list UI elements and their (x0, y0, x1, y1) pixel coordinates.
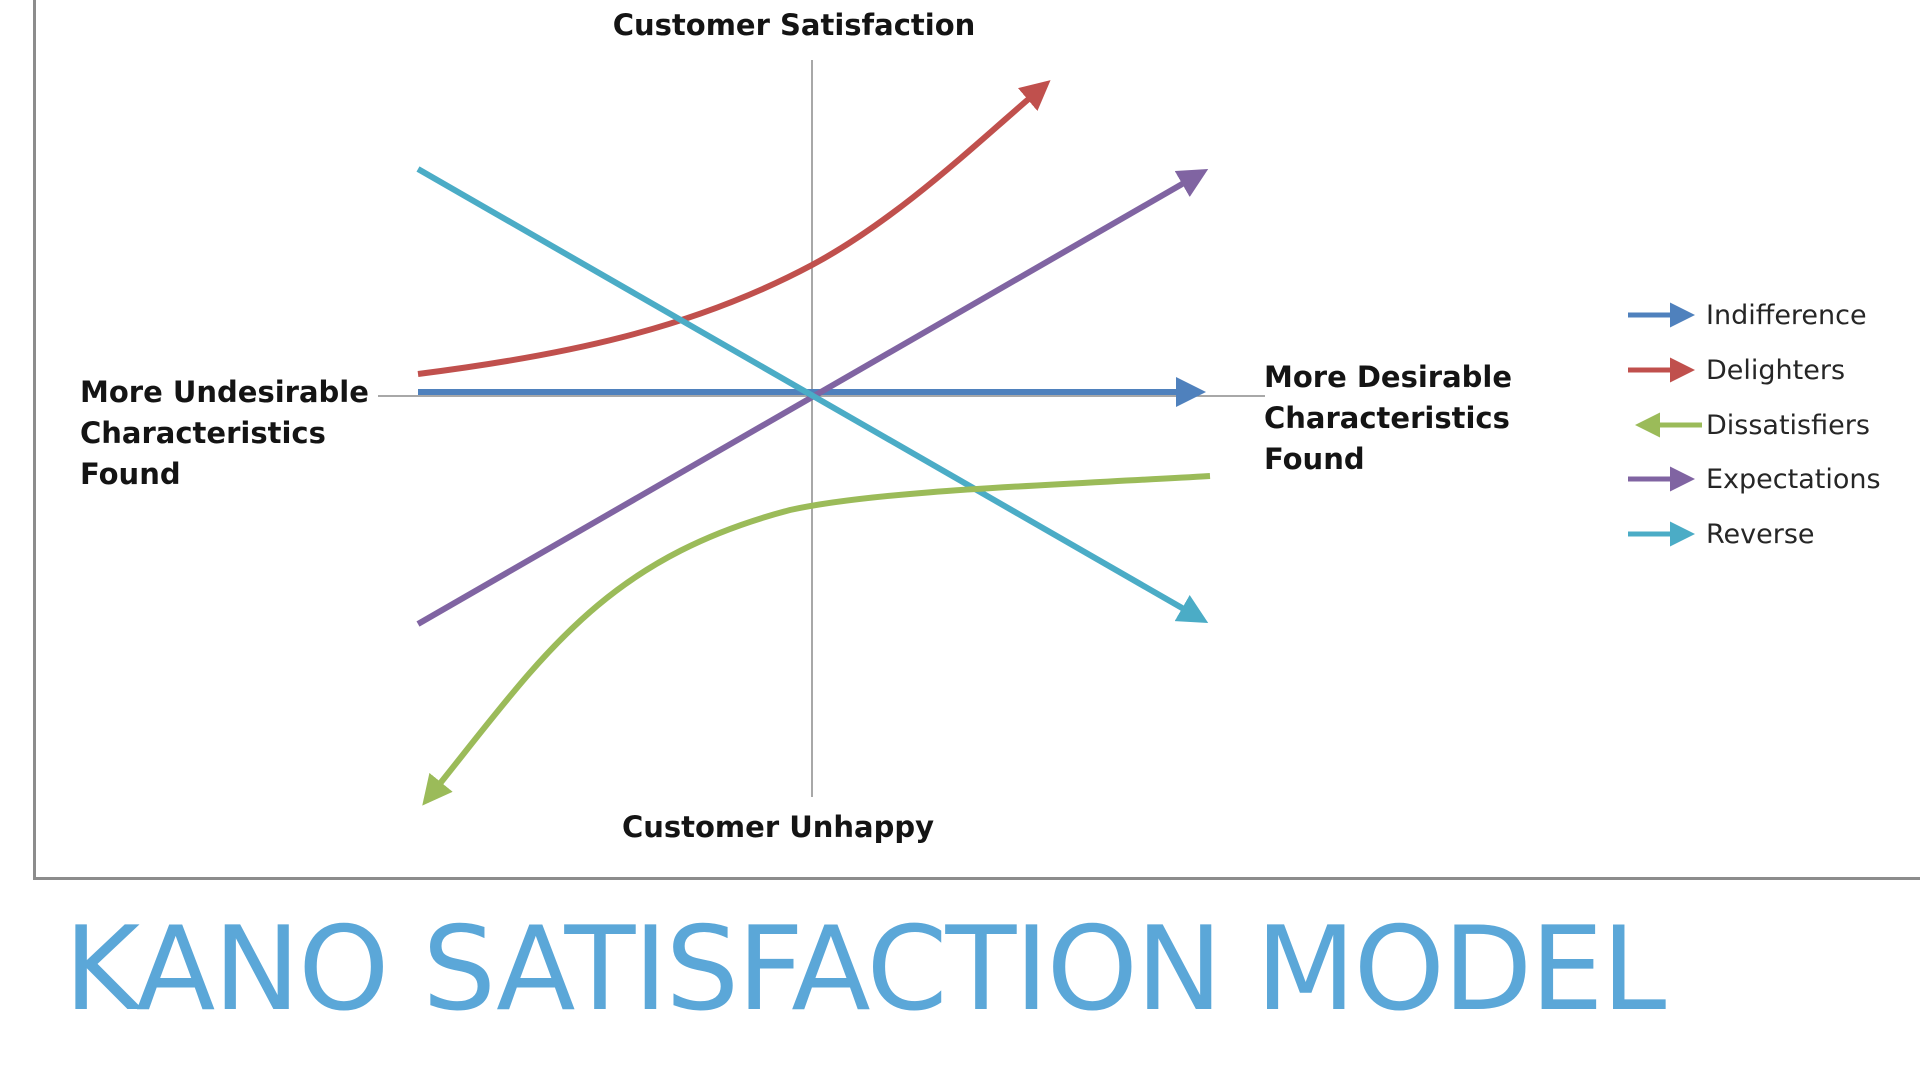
legend-item-dissatisfiers: Dissatisfiers (1635, 410, 1870, 441)
slide-title: KANO SATISFACTION MODEL (64, 902, 1666, 1037)
axis-label-left-line3: Found (80, 457, 181, 491)
axis-label-right-line2: Characteristics (1264, 401, 1510, 435)
legend-item-indifference: Indifference (1628, 300, 1867, 331)
axis-label-right-line1: More Desirable (1264, 360, 1512, 394)
axis-label-right-line3: Found (1264, 442, 1365, 476)
legend-label-delighters: Delighters (1706, 355, 1845, 386)
legend-label-indifference: Indifference (1706, 300, 1867, 331)
expectations-curve (416, 169, 1209, 627)
legend-item-reverse: Reverse (1628, 519, 1815, 550)
legend-label-dissatisfiers: Dissatisfiers (1706, 410, 1870, 441)
delighters-curve (417, 80, 1051, 377)
axis-label-top: Customer Satisfaction (613, 8, 976, 42)
axis-label-bottom: Customer Unhappy (622, 810, 934, 844)
dissatisfiers-curve (422, 473, 1211, 806)
legend-label-expectations: Expectations (1706, 464, 1881, 495)
reverse-curve (416, 166, 1209, 623)
diagram-frame (33, 0, 1920, 880)
axis-label-left-line1: More Undesirable (80, 375, 369, 409)
legend-label-reverse: Reverse (1706, 519, 1815, 550)
axis-label-left-line2: Characteristics (80, 416, 326, 450)
legend: Indifference Delighters Dissatisfiers Ex… (1628, 300, 1881, 550)
legend-item-expectations: Expectations (1628, 464, 1881, 495)
legend-item-delighters: Delighters (1628, 355, 1845, 386)
